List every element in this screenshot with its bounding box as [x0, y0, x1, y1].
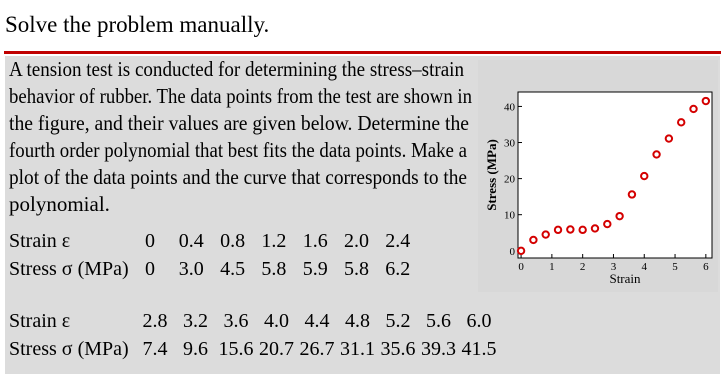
cell: 6.0 — [467, 310, 492, 332]
cell: 5.9 — [303, 258, 328, 280]
cell: 41.5 — [462, 338, 497, 360]
cell: 5.8 — [261, 258, 286, 280]
cell: 35.6 — [381, 338, 416, 360]
cell: 31.1 — [340, 338, 375, 360]
header-title: Solve the problem manually. — [5, 12, 269, 37]
data-point — [553, 225, 563, 235]
problem-line: polynomial. — [9, 192, 110, 216]
cell: 1.2 — [261, 230, 286, 252]
cell: 0 — [145, 258, 155, 280]
data-point — [652, 150, 661, 159]
cell: 5.6 — [426, 310, 451, 332]
data-point — [640, 171, 649, 181]
divider — [4, 51, 721, 54]
x-tick-label: 4 — [642, 261, 648, 273]
cell: 2.0 — [344, 230, 369, 252]
cell: 3.6 — [224, 310, 249, 332]
problem-line: fourth order polynomial that best fits t… — [9, 138, 468, 162]
cell: 5.8 — [344, 258, 369, 280]
cell: 26.7 — [300, 338, 335, 360]
problem-line: plot of the data points and the curve th… — [9, 165, 467, 189]
cell: 4.4 — [305, 310, 330, 332]
cell: 0.8 — [220, 230, 245, 252]
cell: 39.3 — [421, 338, 456, 360]
problem-line: the figure, and their values are given b… — [9, 111, 469, 135]
x-tick-label: 6 — [703, 261, 709, 273]
problem-line: behavior of rubber. The data points from… — [9, 84, 472, 108]
data-point — [566, 225, 575, 234]
cell: 0.4 — [179, 230, 204, 252]
y-tick-label: 30 — [504, 138, 516, 150]
x-tick-label: 2 — [580, 261, 586, 273]
data-point — [516, 246, 526, 255]
data-point — [529, 235, 538, 245]
cell: 3.0 — [179, 258, 204, 280]
cell: 20.7 — [259, 338, 294, 360]
cell: 9.6 — [183, 338, 208, 360]
x-tick-label: 5 — [672, 261, 678, 273]
row-label: Stress σ (MPa) — [9, 338, 129, 360]
cell: 4.0 — [264, 310, 289, 332]
data-point — [603, 219, 612, 229]
x-tick-label: 3 — [611, 261, 617, 273]
cell: 4.5 — [220, 258, 245, 280]
cell: 0 — [145, 230, 155, 252]
cell: 6.2 — [385, 258, 410, 280]
problem-line: A tension test is conducted for determin… — [9, 57, 464, 81]
cell: 3.2 — [183, 310, 208, 332]
data-point — [664, 134, 674, 143]
data-point — [578, 225, 587, 235]
data-point — [590, 224, 600, 233]
cell: 5.2 — [386, 310, 411, 332]
cell: 4.8 — [345, 310, 370, 332]
data-point — [541, 230, 550, 239]
row-label: Stress σ (MPa) — [9, 258, 129, 280]
x-tick-label: 1 — [549, 261, 555, 273]
data-point — [627, 190, 637, 199]
y-tick-label: 20 — [504, 174, 516, 186]
cell: 7.4 — [143, 338, 168, 360]
y-tick-label: 10 — [504, 210, 516, 222]
cell: 2.8 — [143, 310, 168, 332]
row-label: Strain ε — [9, 230, 70, 252]
x-axis-label: Strain — [609, 271, 641, 286]
y-tick-label: 0 — [510, 246, 516, 258]
data-point — [677, 118, 686, 127]
cell: 1.6 — [303, 230, 328, 252]
y-tick-label: 40 — [504, 101, 516, 113]
row-label: Strain ε — [9, 310, 70, 332]
y-axis-label: Stress (MPa) — [484, 139, 499, 211]
cell: 15.6 — [219, 338, 254, 360]
x-tick-label: 0 — [518, 261, 524, 273]
data-point — [701, 96, 711, 106]
data-point — [689, 104, 698, 114]
cell: 2.4 — [385, 230, 410, 252]
data-point — [615, 211, 624, 221]
